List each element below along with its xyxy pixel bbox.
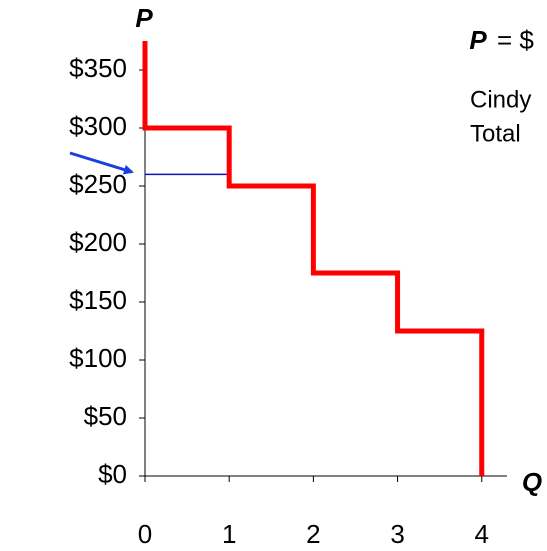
y-tick-label: $0 bbox=[98, 459, 127, 489]
y-tick-label: $200 bbox=[69, 227, 127, 257]
y-tick-label: $300 bbox=[69, 111, 127, 141]
x-tick-label: 1 bbox=[222, 519, 236, 549]
y-tick-label: $250 bbox=[69, 169, 127, 199]
y-tick-label: $350 bbox=[69, 53, 127, 83]
y-tick-label: $150 bbox=[69, 285, 127, 315]
price-symbol: P bbox=[469, 25, 487, 55]
x-axis-label: Q bbox=[522, 467, 542, 497]
x-tick-label: 2 bbox=[306, 519, 320, 549]
demand-curve bbox=[142, 41, 485, 476]
annotation: Total bbox=[470, 120, 521, 147]
arrow bbox=[69, 151, 134, 175]
annotation: = $ bbox=[497, 25, 534, 55]
y-tick-label: $50 bbox=[84, 401, 127, 431]
x-tick-label: 3 bbox=[390, 519, 404, 549]
y-axis-label: P bbox=[135, 3, 153, 33]
annotation: Cindy bbox=[470, 86, 531, 113]
y-tick-label: $100 bbox=[69, 343, 127, 373]
x-tick-label: 0 bbox=[138, 519, 152, 549]
x-tick-label: 4 bbox=[475, 519, 489, 549]
